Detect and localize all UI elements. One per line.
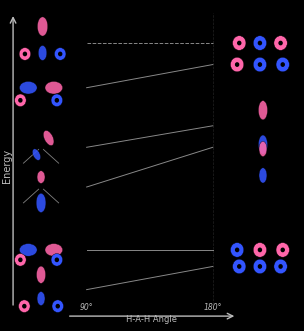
Circle shape (39, 185, 43, 189)
Circle shape (230, 243, 244, 257)
Circle shape (19, 48, 31, 60)
Circle shape (258, 63, 261, 66)
Circle shape (258, 248, 261, 252)
Circle shape (54, 48, 66, 60)
Circle shape (39, 286, 43, 290)
Text: 180°: 180° (204, 303, 222, 312)
Text: H-A-H Angle: H-A-H Angle (126, 315, 178, 324)
Circle shape (39, 145, 43, 150)
Circle shape (51, 94, 63, 107)
Circle shape (253, 36, 267, 50)
Circle shape (233, 36, 246, 50)
Circle shape (56, 305, 59, 308)
Ellipse shape (43, 130, 54, 146)
Circle shape (55, 99, 58, 102)
Circle shape (281, 248, 284, 252)
Circle shape (258, 265, 261, 268)
Ellipse shape (45, 81, 63, 94)
Circle shape (19, 99, 22, 102)
Ellipse shape (258, 101, 268, 120)
Ellipse shape (259, 141, 267, 157)
Circle shape (276, 57, 289, 72)
Circle shape (23, 52, 26, 56)
Circle shape (51, 254, 63, 266)
Circle shape (19, 258, 22, 261)
Ellipse shape (45, 244, 63, 256)
Circle shape (55, 258, 58, 261)
Text: Energy: Energy (2, 148, 12, 183)
Circle shape (238, 41, 241, 45)
Circle shape (274, 36, 287, 50)
Circle shape (15, 94, 26, 107)
Ellipse shape (258, 135, 268, 154)
Circle shape (276, 243, 289, 257)
Circle shape (230, 57, 244, 72)
Circle shape (236, 63, 239, 66)
Circle shape (274, 259, 287, 274)
Circle shape (281, 63, 284, 66)
Circle shape (23, 305, 26, 308)
Circle shape (40, 39, 45, 44)
Ellipse shape (37, 171, 45, 183)
Ellipse shape (37, 292, 45, 306)
Ellipse shape (19, 244, 37, 256)
Circle shape (15, 254, 26, 266)
Circle shape (253, 259, 267, 274)
Ellipse shape (33, 149, 40, 160)
Circle shape (233, 259, 246, 274)
Circle shape (52, 300, 64, 312)
Ellipse shape (19, 81, 37, 94)
Ellipse shape (38, 46, 47, 61)
Circle shape (279, 265, 282, 268)
Circle shape (238, 265, 241, 268)
Circle shape (258, 41, 261, 45)
Circle shape (19, 300, 30, 312)
Circle shape (253, 243, 267, 257)
Circle shape (253, 57, 267, 72)
Circle shape (39, 248, 43, 252)
Circle shape (236, 248, 239, 252)
Ellipse shape (37, 17, 48, 36)
Circle shape (261, 160, 265, 165)
Circle shape (39, 85, 43, 90)
Circle shape (261, 125, 265, 130)
Ellipse shape (259, 168, 267, 183)
Ellipse shape (36, 193, 46, 213)
Circle shape (279, 41, 282, 45)
Text: 90°: 90° (80, 303, 93, 312)
Circle shape (59, 52, 62, 56)
Ellipse shape (36, 266, 46, 283)
